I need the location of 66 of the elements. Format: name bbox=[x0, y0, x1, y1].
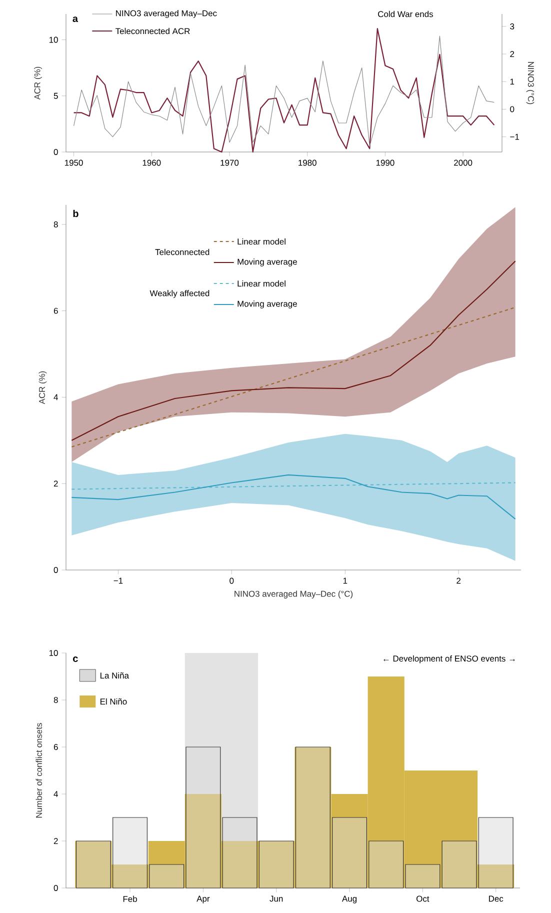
bar bbox=[478, 817, 514, 888]
y-axis-title: ACR (%) bbox=[34, 66, 42, 100]
bar bbox=[368, 840, 404, 888]
annotation: c bbox=[73, 656, 78, 662]
bar bbox=[112, 817, 148, 888]
x-tick-label: 1 bbox=[343, 578, 348, 584]
y-tick-label: 2 bbox=[54, 480, 58, 487]
y2-tick-label: 0 bbox=[510, 106, 514, 112]
x-axis-title: NINO3 averaged May–Dec (°C) bbox=[234, 590, 353, 598]
x-tick-label: 1980 bbox=[298, 160, 316, 166]
x-tick-label: 2000 bbox=[454, 160, 472, 166]
bar bbox=[442, 840, 477, 888]
y-tick-label: 0 bbox=[54, 149, 58, 155]
x-tick-label: Oct bbox=[416, 896, 430, 902]
y-axis-title: Number of conflict onsets bbox=[36, 723, 42, 818]
y-tick-label: 2 bbox=[54, 838, 58, 844]
y-axis-title: ACR (%) bbox=[38, 371, 47, 404]
y-tick-label: 5 bbox=[54, 92, 58, 99]
y-tick-label: 6 bbox=[54, 308, 58, 314]
x-tick-label: 1970 bbox=[220, 160, 239, 166]
bar bbox=[332, 817, 368, 888]
legend-label: Linear model bbox=[238, 238, 286, 245]
y-tick-label: 10 bbox=[49, 36, 58, 43]
x-tick-label: −1 bbox=[114, 578, 123, 584]
annotation: Cold War ends bbox=[378, 10, 433, 18]
x-tick-label: 2 bbox=[456, 578, 461, 584]
annotation: a bbox=[72, 16, 78, 22]
legend-label: El Niño bbox=[100, 698, 127, 705]
y-tick-label: 8 bbox=[54, 697, 58, 703]
legend-label: La Niña bbox=[100, 672, 129, 679]
x-tick-label: Aug bbox=[342, 896, 357, 904]
legend-label: Linear model bbox=[238, 280, 286, 287]
line-series bbox=[71, 260, 516, 441]
x-tick-label: Apr bbox=[196, 896, 210, 904]
bar bbox=[149, 864, 184, 888]
x-tick-label: 1960 bbox=[142, 160, 161, 166]
legend-label: Moving average bbox=[238, 300, 297, 308]
y-tick-label: 8 bbox=[54, 221, 58, 228]
x-tick-label: Dec bbox=[489, 896, 504, 902]
y-tick-label: 0 bbox=[54, 885, 58, 891]
bar bbox=[222, 817, 258, 888]
bar bbox=[186, 746, 221, 888]
y2-tick-label: 1 bbox=[510, 78, 514, 85]
legend-label: NINO3 averaged May–Dec bbox=[116, 10, 217, 18]
legend-label: Teleconnected ACR bbox=[116, 28, 190, 34]
y-tick-label: 6 bbox=[54, 744, 58, 750]
y-tick-label: 0 bbox=[54, 567, 58, 573]
annotation: Teleconnected bbox=[155, 248, 210, 256]
x-tick-label: Jun bbox=[270, 896, 283, 902]
annotation: ← Development of ENSO events → bbox=[384, 655, 515, 664]
legend-label: Moving average bbox=[238, 258, 297, 266]
line-series bbox=[71, 474, 516, 520]
x-tick-label: 0 bbox=[230, 578, 234, 584]
x-tick-label: 1990 bbox=[376, 160, 394, 166]
y-tick-label: 4 bbox=[54, 394, 58, 400]
y2-tick-label: 3 bbox=[510, 23, 514, 30]
y2-axis-title: NINO3 (°C) bbox=[526, 62, 534, 104]
x-tick-label: 1950 bbox=[65, 160, 83, 166]
annotation: b bbox=[73, 210, 78, 218]
y2-tick-label: −1 bbox=[510, 134, 520, 140]
y2-tick-label: 2 bbox=[510, 51, 514, 57]
annotation: Weakly affected bbox=[150, 290, 210, 298]
x-tick-label: Feb bbox=[123, 896, 137, 902]
y-tick-label: 4 bbox=[54, 791, 58, 797]
bar bbox=[405, 864, 440, 888]
y-tick-label: 10 bbox=[49, 650, 58, 656]
